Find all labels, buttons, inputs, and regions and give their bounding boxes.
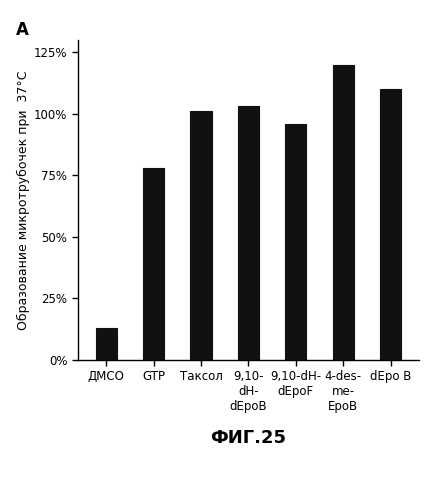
Bar [95, 328, 117, 360]
Bar [380, 89, 401, 360]
X-axis label: ФИГ.25: ФИГ.25 [210, 430, 286, 448]
Y-axis label: Образование микротрубочек при  37°С: Образование микротрубочек при 37°С [16, 70, 30, 330]
Bar [333, 64, 354, 360]
Text: A: A [16, 21, 29, 39]
Bar [238, 106, 259, 360]
Bar [143, 168, 164, 360]
Bar [285, 124, 306, 360]
Bar [191, 112, 212, 360]
